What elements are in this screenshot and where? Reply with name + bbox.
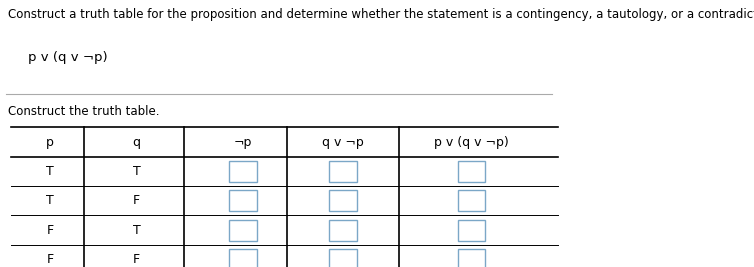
Text: ¬p: ¬p [234, 136, 252, 149]
Bar [458, 161, 486, 182]
Text: q: q [133, 136, 141, 149]
Bar [228, 190, 256, 211]
Text: T: T [133, 165, 140, 178]
Bar [458, 190, 486, 211]
Bar [228, 161, 256, 182]
Text: p v (q v ¬p): p v (q v ¬p) [434, 136, 509, 149]
Text: Construct the truth table.: Construct the truth table. [8, 105, 160, 117]
Text: F: F [133, 194, 140, 207]
Text: p v (q v ¬p): p v (q v ¬p) [28, 51, 108, 64]
Bar [329, 249, 357, 267]
Text: F: F [133, 253, 140, 266]
Text: p: p [46, 136, 54, 149]
Bar [228, 249, 256, 267]
Text: T: T [46, 165, 54, 178]
Bar [458, 220, 486, 241]
Text: F: F [47, 224, 54, 237]
Bar [329, 190, 357, 211]
Text: q v ¬p: q v ¬p [322, 136, 364, 149]
Bar [458, 249, 486, 267]
Text: F: F [47, 253, 54, 266]
Text: T: T [133, 224, 140, 237]
Bar [329, 161, 357, 182]
Text: Construct a truth table for the proposition and determine whether the statement : Construct a truth table for the proposit… [8, 8, 754, 21]
Bar [228, 220, 256, 241]
Bar [329, 220, 357, 241]
Text: T: T [46, 194, 54, 207]
